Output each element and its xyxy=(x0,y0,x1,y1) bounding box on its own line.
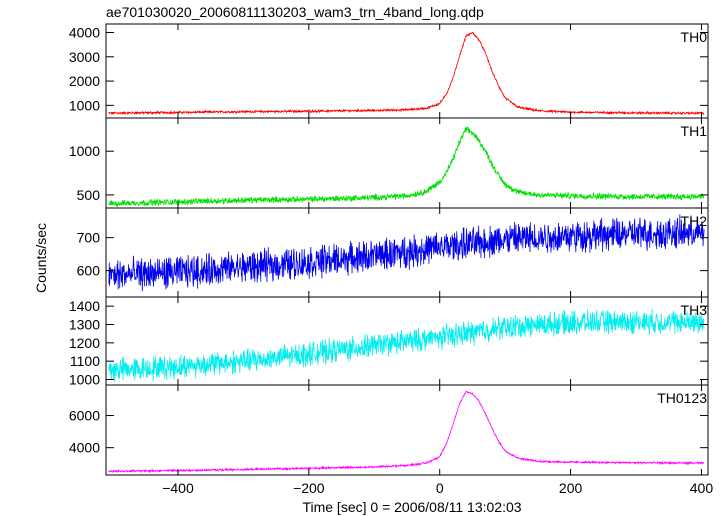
y-tick-label: 4000 xyxy=(69,440,100,456)
series-line-th0123 xyxy=(108,390,705,474)
y-tick-label: 700 xyxy=(77,230,101,246)
panel-th0123: 4000 6000 TH0123 xyxy=(69,384,709,476)
y-tick-label: 1300 xyxy=(69,317,100,333)
chart-title: ae701030020_20060811130203_wam3_trn_4ban… xyxy=(106,4,484,20)
x-tick-label: −200 xyxy=(293,480,325,496)
y-tick-label: 1200 xyxy=(69,335,100,351)
panel-frame xyxy=(105,23,709,119)
y-tick-label: 500 xyxy=(77,187,101,203)
panel-th2: 600 700 TH2 xyxy=(77,207,709,298)
panel-label-th3: TH3 xyxy=(681,302,708,318)
x-tick-label: −400 xyxy=(162,480,194,496)
y-tick-label: 1400 xyxy=(69,298,100,314)
series-line-th0 xyxy=(108,31,705,116)
y-tick-label: 6000 xyxy=(69,408,100,424)
y-tick-label: 600 xyxy=(77,263,101,279)
y-tick-label: 2000 xyxy=(69,73,100,89)
panel-frame xyxy=(105,117,709,209)
panel-label-th2: TH2 xyxy=(681,213,708,229)
y-tick-label: 1100 xyxy=(70,353,100,369)
panel-th1: 500 1000 TH1 xyxy=(69,117,709,209)
x-tick-label: 200 xyxy=(559,480,583,496)
x-axis-label: Time [sec] 0 = 2006/08/11 13:02:03 xyxy=(302,499,521,515)
y-axis-label: Counts/sec xyxy=(33,223,49,293)
panel-th0: 1000 2000 3000 4000 TH0 xyxy=(69,23,709,119)
panel-frame xyxy=(105,384,709,476)
y-tick-label: 3000 xyxy=(69,49,100,65)
series-line-th1 xyxy=(108,126,705,207)
x-tick-label: 400 xyxy=(690,480,714,496)
panel-label-th0: TH0 xyxy=(681,29,708,45)
panel-label-th0123: TH0123 xyxy=(657,390,707,406)
y-tick-label: 1000 xyxy=(69,143,100,159)
series-line-th2 xyxy=(108,214,705,292)
series-line-th3 xyxy=(108,308,705,383)
y-tick-label: 4000 xyxy=(69,25,100,41)
x-tick-label: 0 xyxy=(436,480,444,496)
y-tick-label: 1000 xyxy=(69,372,100,388)
y-tick-label: 1000 xyxy=(69,97,100,113)
panel-label-th1: TH1 xyxy=(681,123,708,139)
panel-th3: 1000 1100 1200 1300 1400 TH3 xyxy=(69,296,709,388)
